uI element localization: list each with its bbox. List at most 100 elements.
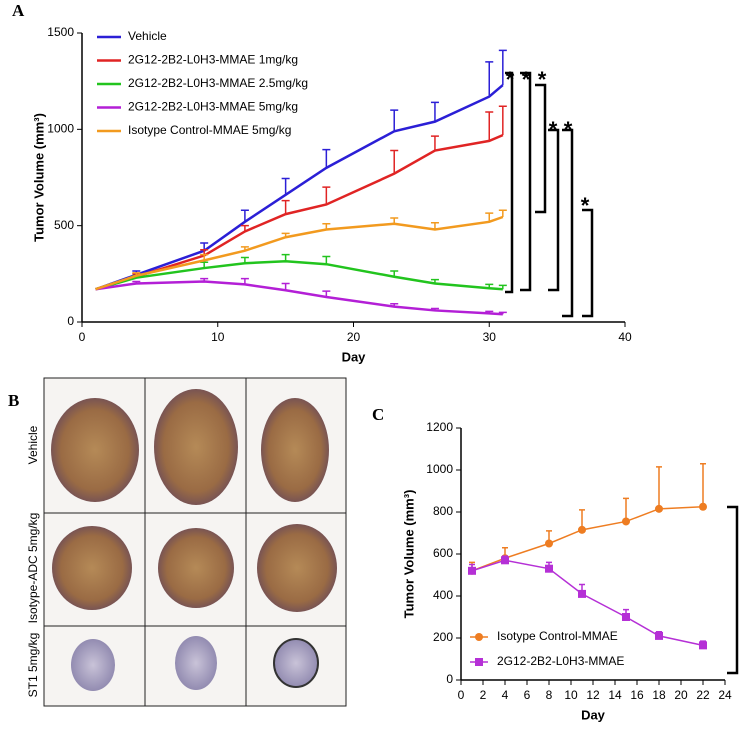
error-bar bbox=[430, 101, 439, 122]
significance-bracket bbox=[548, 128, 560, 292]
significance-bracket bbox=[535, 83, 547, 214]
tissue bbox=[273, 638, 319, 688]
significance-bracket bbox=[727, 505, 739, 675]
y-tick-label: 1500 bbox=[47, 25, 74, 39]
significance-star: * bbox=[581, 193, 590, 218]
tissue bbox=[154, 389, 238, 505]
y-tick-label: 600 bbox=[433, 546, 453, 560]
marker bbox=[545, 564, 553, 573]
x-tick-label: 12 bbox=[586, 688, 600, 702]
x-tick-label: 14 bbox=[608, 688, 622, 702]
x-tick-label: 20 bbox=[674, 688, 688, 702]
legend-label: Isotype Control-MMAE 5mg/kg bbox=[128, 123, 291, 137]
y-tick-label: 1000 bbox=[47, 122, 74, 136]
series-line bbox=[95, 84, 504, 291]
panel-label: C bbox=[372, 405, 384, 424]
series-line bbox=[95, 133, 504, 291]
x-tick-label: 24 bbox=[718, 688, 732, 702]
y-tick-label: 1200 bbox=[426, 420, 453, 434]
legend-label: 2G12-2B2-L0H3-MMAE 2.5mg/kg bbox=[128, 76, 308, 90]
x-tick-label: 10 bbox=[564, 688, 578, 702]
marker bbox=[655, 631, 663, 640]
y-tick-label: 0 bbox=[446, 672, 453, 686]
x-tick-label: 20 bbox=[347, 330, 361, 344]
tissue bbox=[158, 528, 234, 608]
significance-star: * bbox=[549, 117, 558, 142]
series-line bbox=[95, 260, 503, 291]
error-bar bbox=[281, 177, 290, 195]
x-tick-label: 0 bbox=[79, 330, 86, 344]
error-bar bbox=[390, 149, 399, 174]
legend-label: 2G12-2B2-L0H3-MMAE 1mg/kg bbox=[128, 53, 298, 67]
tissue bbox=[257, 524, 337, 612]
row-label: Isotype-ADC 5mg/kg bbox=[26, 513, 40, 624]
legend-label: 2G12-2B2-L0H3-MMAE bbox=[497, 654, 624, 668]
error-bar bbox=[322, 255, 331, 265]
x-tick-label: 6 bbox=[524, 688, 531, 702]
error-bar bbox=[390, 109, 399, 132]
x-tick-label: 18 bbox=[652, 688, 666, 702]
legend-marker bbox=[475, 633, 483, 641]
error-bar bbox=[485, 111, 494, 141]
tissue bbox=[175, 636, 217, 690]
x-axis-label: Day bbox=[581, 707, 606, 722]
y-tick-label: 0 bbox=[67, 314, 74, 328]
error-bar bbox=[485, 212, 494, 222]
legend-label: Vehicle bbox=[128, 29, 167, 43]
y-axis-label: Tumor Volume (mm³) bbox=[401, 490, 416, 619]
x-tick-label: 22 bbox=[696, 688, 710, 702]
marker bbox=[622, 613, 630, 621]
x-tick-label: 40 bbox=[618, 330, 632, 344]
significance-bracket bbox=[562, 128, 574, 318]
y-axis-label: Tumor Volume (mm³) bbox=[31, 113, 46, 242]
marker bbox=[622, 517, 630, 526]
significance-star: * bbox=[506, 67, 515, 92]
tissue bbox=[51, 398, 139, 502]
x-tick-label: 4 bbox=[502, 688, 509, 702]
legend-label: 2G12-2B2-L0H3-MMAE 5mg/kg bbox=[128, 100, 298, 114]
marker bbox=[468, 566, 476, 575]
y-tick-label: 400 bbox=[433, 588, 453, 602]
error-bar bbox=[656, 466, 662, 509]
row-label: ST1 5mg/kg bbox=[26, 633, 40, 698]
panel-label: B bbox=[8, 391, 19, 410]
x-tick-label: 8 bbox=[546, 688, 553, 702]
significance-bracket bbox=[582, 208, 594, 318]
significance-star: * bbox=[564, 117, 573, 142]
error-bar bbox=[498, 49, 507, 86]
significance-bracket bbox=[520, 71, 532, 292]
x-tick-label: 10 bbox=[211, 330, 225, 344]
significance-star: * bbox=[538, 67, 547, 92]
error-bar bbox=[322, 186, 331, 205]
x-tick-label: 0 bbox=[458, 688, 465, 702]
y-tick-label: 800 bbox=[433, 504, 453, 518]
significance-bracket bbox=[505, 71, 514, 294]
error-bar bbox=[485, 61, 494, 97]
row-label: Vehicle bbox=[26, 425, 40, 464]
error-bar bbox=[240, 209, 249, 222]
error-bar bbox=[498, 209, 507, 217]
marker bbox=[501, 556, 509, 565]
error-bar bbox=[430, 135, 439, 151]
x-axis-label: Day bbox=[342, 349, 367, 364]
legend-label: Isotype Control-MMAE bbox=[497, 629, 618, 643]
error-bar bbox=[322, 148, 331, 168]
x-tick-label: 16 bbox=[630, 688, 644, 702]
legend-marker bbox=[475, 658, 483, 666]
panel-label: A bbox=[12, 1, 25, 20]
error-bar bbox=[700, 462, 706, 507]
y-tick-label: 1000 bbox=[426, 462, 453, 476]
marker bbox=[699, 502, 707, 511]
series-line bbox=[95, 280, 503, 316]
marker bbox=[699, 641, 707, 650]
marker bbox=[578, 525, 586, 534]
histology-grid bbox=[43, 377, 347, 707]
marker bbox=[578, 589, 586, 598]
series-line bbox=[95, 215, 504, 291]
tissue bbox=[261, 398, 329, 502]
error-bar bbox=[498, 105, 507, 136]
tissue bbox=[71, 639, 115, 691]
tissue bbox=[52, 526, 132, 610]
marker bbox=[655, 504, 663, 513]
